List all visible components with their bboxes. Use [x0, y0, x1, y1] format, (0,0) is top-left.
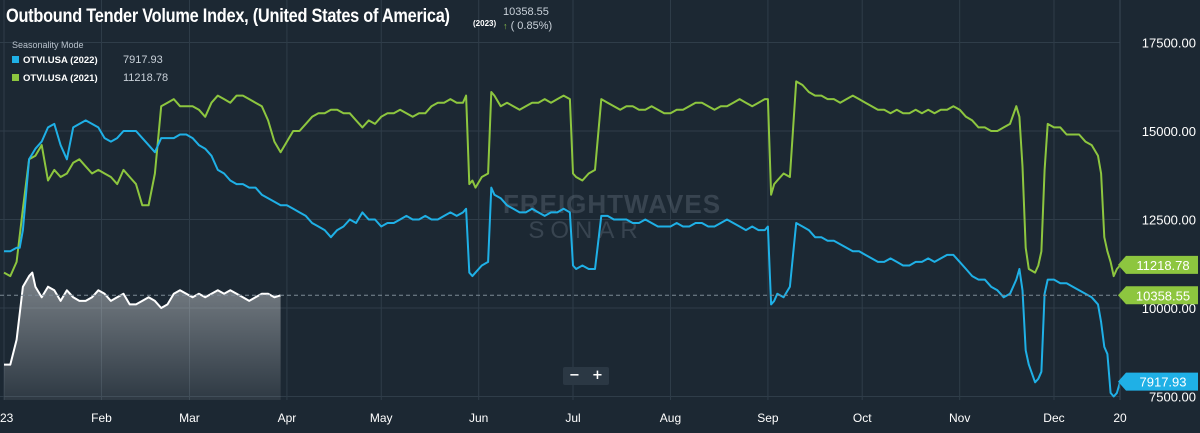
watermark-text-line2: SONAR — [528, 217, 643, 244]
legend-name: OTVI.USA (2022) — [23, 55, 98, 66]
value-label: 10358.55 — [1118, 286, 1198, 305]
series-line-otvi-usa--2022- — [4, 119, 1121, 398]
legend-value: 7917.93 — [123, 54, 163, 66]
x-tick-label: Mar — [179, 411, 200, 425]
x-tick-label: Feb — [91, 411, 112, 425]
chart-header: Outbound Tender Volume Index, (United St… — [6, 6, 552, 32]
value-label-flag — [1118, 372, 1198, 391]
zoom-out-button[interactable]: − — [563, 367, 586, 385]
seasonality-mode-label: Seasonality Mode — [12, 40, 84, 50]
current-value: 10358.55 — [503, 6, 549, 18]
series-line-otvi-usa--2021- — [3, 80, 1121, 278]
x-tick-label: Jun — [469, 411, 488, 425]
chart-title: Outbound Tender Volume Index, (United St… — [6, 6, 450, 27]
legend-item-2022[interactable]: OTVI.USA (2022) 7917.93 — [12, 54, 163, 66]
y-tick-label: 15000.00 — [1142, 124, 1196, 139]
value-label-text: 11218.78 — [1136, 258, 1189, 273]
change-percent: ( 0.85%) — [510, 20, 553, 32]
series-layer — [3, 80, 1121, 398]
value-label-flag — [1118, 286, 1198, 305]
value-label-flag — [1118, 255, 1198, 274]
legend-swatch-2022 — [12, 56, 19, 63]
watermark-text-line1: FREIGHTWAVES — [503, 189, 721, 219]
x-tick-label: Apr — [278, 411, 297, 425]
y-tick-label: 17500.00 — [1142, 35, 1196, 50]
watermark-logo: FREIGHTWAVES SONAR — [503, 189, 721, 244]
x-tick-label: Nov — [949, 411, 970, 425]
area-fill-2023 — [4, 272, 281, 400]
axis-layer: 7500.00 10000.00 12500.00 15000.00 17500.00 2… — [0, 0, 1196, 425]
value-label-layer: 11218.78 10358.55 7917.93 — [1118, 255, 1198, 391]
x-tick-label: Oct — [853, 411, 872, 425]
value-label: 7917.93 — [1118, 372, 1198, 391]
up-arrow-icon: ↑ — [503, 21, 508, 31]
title-year: (2023) — [473, 19, 497, 28]
legend-item-2021[interactable]: OTVI.USA (2021) 11218.78 — [12, 72, 168, 84]
x-tick-label: May — [370, 411, 393, 425]
y-tick-label: 7500.00 — [1149, 389, 1196, 404]
x-tick-label: Sep — [757, 411, 779, 425]
series-line-otvi-usa--2023- — [4, 271, 281, 366]
change-indicator: ↑ ( 0.85%) — [503, 20, 552, 32]
x-tick-label: 20 — [1113, 411, 1127, 425]
value-label: 11218.78 — [1118, 255, 1198, 274]
zoom-in-button[interactable]: + — [586, 367, 609, 385]
x-tick-label: 23 — [0, 411, 14, 425]
legend-swatch-2021 — [12, 74, 19, 81]
y-tick-label: 10000.00 — [1142, 301, 1196, 316]
x-tick-label: Jul — [565, 411, 580, 425]
value-label-text: 7917.93 — [1140, 375, 1187, 390]
x-tick-label: Dec — [1043, 411, 1064, 425]
x-tick-label: Aug — [660, 411, 681, 425]
value-label-text: 10358.55 — [1136, 288, 1190, 303]
legend-name: OTVI.USA (2021) — [23, 73, 98, 84]
series-area-2023 — [4, 272, 281, 400]
legend-value: 11218.78 — [123, 72, 169, 84]
zoom-controls: − + — [563, 367, 609, 385]
y-tick-label: 12500.00 — [1142, 212, 1196, 227]
